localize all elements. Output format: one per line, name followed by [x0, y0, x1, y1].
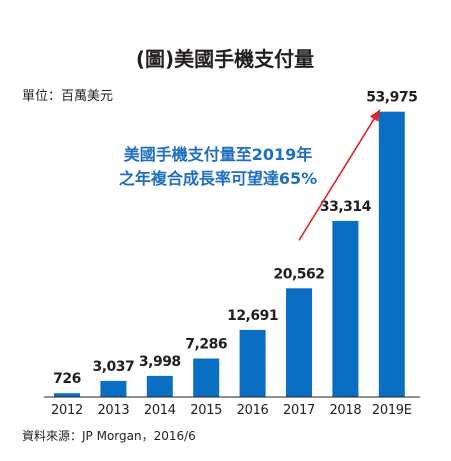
value-label-2013: 3,037 [93, 359, 135, 375]
value-label-2017: 20,562 [273, 266, 324, 282]
value-label-2018: 33,314 [320, 199, 372, 215]
value-label-2016: 12,691 [227, 308, 278, 324]
annotation-line-1: 美國手機支付量至2019年 [124, 145, 313, 164]
arrow-head [369, 109, 380, 122]
x-tick-2015: 2015 [190, 403, 222, 418]
value-label-2014: 3,998 [139, 354, 181, 370]
annotation-line-2: 之年複合成長率可望達65% [119, 169, 317, 188]
x-tick-2019E: 2019E [372, 403, 412, 418]
growth-arrow [298, 109, 381, 241]
x-tick-labels: 2012 2013 2014 2015 2016 2017 2018 2019E [51, 403, 412, 418]
bar-2019E [378, 111, 405, 397]
unit-label: 單位：百萬美元 [22, 89, 113, 104]
arrow-shaft [298, 109, 381, 241]
x-tick-2016: 2016 [237, 403, 269, 418]
bar-2015 [193, 358, 220, 397]
x-tick-2013: 2013 [97, 403, 129, 418]
value-label-2019E: 53,975 [366, 90, 417, 106]
bar-2012 [54, 393, 80, 397]
x-tick-2017: 2017 [283, 403, 315, 418]
growth-annotation: 美國手機支付量至2019年 之年複合成長率可望達65% [119, 145, 317, 188]
bar-2018 [332, 220, 359, 397]
x-tick-2018: 2018 [329, 403, 361, 418]
value-label-2015: 7,286 [185, 337, 227, 353]
bar-2016 [239, 329, 266, 397]
chart-title: (圖)美國手機支付量 [136, 47, 314, 71]
bar-2017 [286, 288, 312, 397]
bar-2013 [100, 380, 127, 397]
x-tick-2014: 2014 [144, 403, 176, 418]
value-label-2012: 726 [53, 371, 81, 387]
bar-2014 [146, 375, 173, 397]
source-note: 資料來源：JP Morgan，2016/6 [22, 429, 196, 443]
x-tick-2012: 2012 [51, 403, 83, 418]
